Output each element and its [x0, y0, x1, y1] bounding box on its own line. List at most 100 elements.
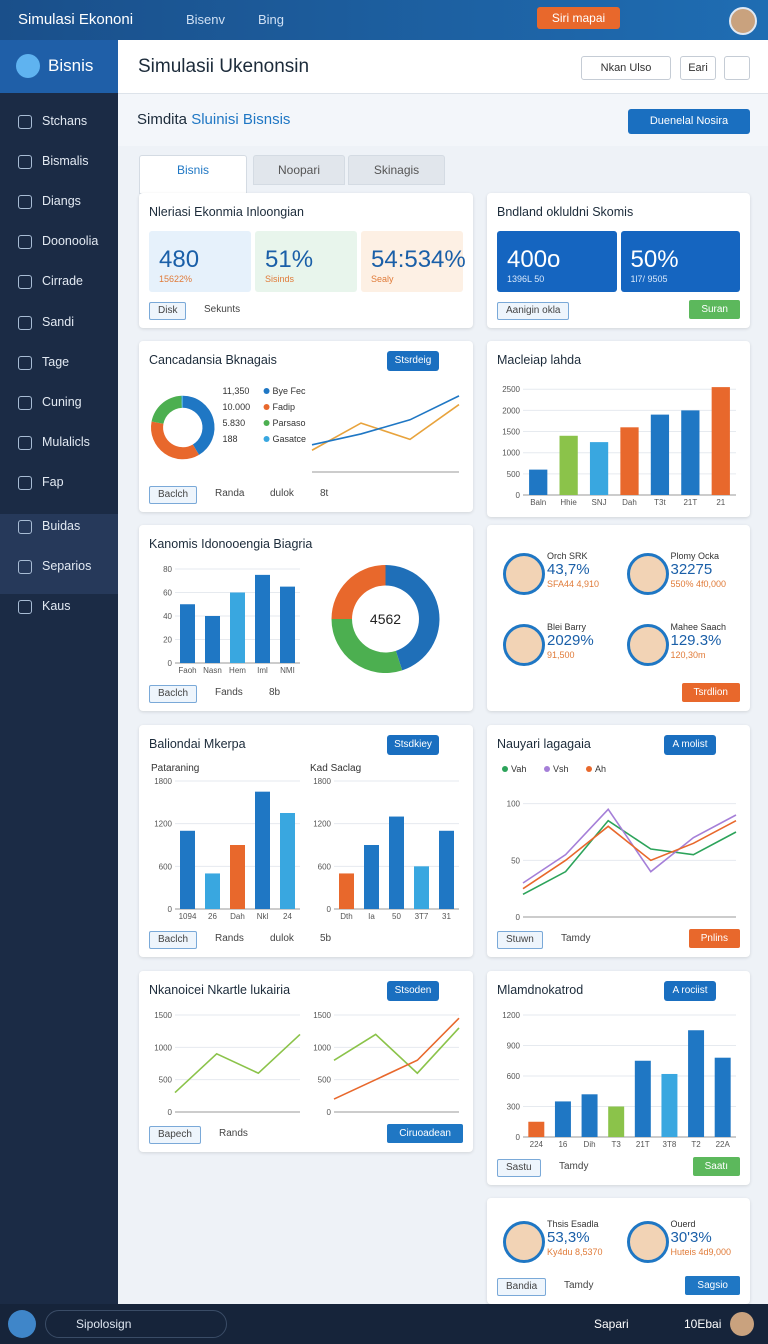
- footer-item[interactable]: Tamdy: [564, 1280, 594, 1291]
- footer-item[interactable]: Stuwn: [497, 931, 543, 949]
- nav-item[interactable]: Mulalicls: [42, 434, 90, 449]
- header-button[interactable]: Eari: [680, 56, 716, 80]
- y-tick-label: 900: [507, 1042, 521, 1051]
- footer-item[interactable]: Bapech: [149, 1126, 201, 1144]
- header-button[interactable]: Nkan Ulso: [581, 56, 671, 80]
- footer-item[interactable]: 8t: [320, 488, 329, 499]
- chart: 0 500 1000 1500: [313, 1011, 460, 1117]
- bottom-item[interactable]: 10Ebai: [684, 1317, 722, 1331]
- nav-item[interactable]: Buidas: [42, 519, 81, 533]
- x-tick-label: 21: [716, 498, 725, 507]
- nav-item[interactable]: Cirrade: [42, 274, 83, 289]
- card-action[interactable]: Stsdkiey: [387, 735, 439, 755]
- card-title: Mlamdnokatrod: [497, 983, 584, 997]
- card-button[interactable]: Saatı: [692, 1157, 740, 1176]
- y-tick-label: 1000: [502, 449, 520, 458]
- footer-item[interactable]: 5b: [320, 933, 332, 944]
- legend-label: Vsh: [553, 764, 569, 774]
- footer-item[interactable]: Baclch: [149, 486, 198, 504]
- nav-item[interactable]: Diangs: [42, 194, 81, 209]
- stat-value: 2029%: [547, 631, 594, 649]
- header-icon[interactable]: [724, 56, 750, 80]
- y-tick-label: 600: [318, 862, 332, 871]
- footer-item[interactable]: Aanigin okla: [497, 302, 570, 320]
- footer-item[interactable]: Tamdy: [559, 1161, 589, 1172]
- footer-item[interactable]: Disk: [149, 302, 187, 320]
- nav-icon: [18, 195, 32, 210]
- chart-title: Pataraning: [151, 763, 199, 774]
- nav-item[interactable]: Separios: [42, 559, 92, 573]
- nav-item[interactable]: Doonoolia: [42, 234, 99, 249]
- nav-item[interactable]: Kaus: [42, 599, 71, 613]
- stat-value: 54:534%: [371, 245, 466, 273]
- card: Bndland okluldni Skomis 400o 1396L 50 50% 1l…: [487, 193, 750, 328]
- footer-item[interactable]: Baclch: [149, 685, 198, 703]
- nav-item[interactable]: Cuning: [42, 394, 82, 409]
- card-button[interactable]: Tsrdlion: [681, 683, 740, 702]
- card-title: Macleiap lahda: [497, 353, 582, 367]
- tab[interactable]: Skinagis: [348, 155, 445, 185]
- bar: [255, 791, 270, 909]
- x-tick-label: Dah: [230, 912, 245, 921]
- footer-item[interactable]: Randa: [215, 488, 245, 499]
- card-button[interactable]: Pnlins: [688, 929, 740, 948]
- nav-item[interactable]: Stchans: [42, 114, 88, 128]
- footer-item[interactable]: Fands: [215, 687, 243, 698]
- avatar[interactable]: [8, 1310, 36, 1338]
- footer-item[interactable]: Sastu: [497, 1159, 541, 1177]
- stat-tile: Mahee Saach 129.3% 120,30m: [620, 608, 740, 675]
- subheader-button[interactable]: Duenelal Nosira: [628, 109, 750, 134]
- y-tick-label: 50: [511, 856, 520, 865]
- nav-item[interactable]: Fap: [42, 474, 64, 489]
- footer-item[interactable]: dulok: [270, 488, 294, 499]
- bar: [439, 830, 454, 909]
- card-action[interactable]: A molist: [664, 735, 716, 755]
- x-tick-label: NMI: [280, 666, 295, 675]
- avatar[interactable]: [730, 1312, 754, 1336]
- top-button[interactable]: Siri mapai: [537, 7, 620, 29]
- bar: [554, 1101, 571, 1137]
- x-tick-label: Ia: [368, 912, 375, 921]
- footer-item[interactable]: Baclch: [149, 931, 198, 949]
- tab[interactable]: Bisnis: [139, 155, 247, 194]
- nav-item[interactable]: Tage: [42, 354, 70, 369]
- footer-item[interactable]: Rands: [215, 933, 244, 944]
- y-tick-label: 100: [507, 800, 521, 809]
- y-tick-label: 0: [516, 491, 521, 500]
- card-button[interactable]: Sagsio: [685, 1276, 740, 1295]
- stat-tile: Orch SRK 43,7% SFA44 4,910: [497, 537, 617, 604]
- footer-item[interactable]: Tamdy: [561, 933, 591, 944]
- card-button[interactable]: Suran: [689, 300, 740, 319]
- nav-link[interactable]: Bing: [258, 12, 285, 27]
- x-tick-label: 50: [392, 912, 401, 921]
- search-box[interactable]: Sipolosign: [45, 1310, 227, 1338]
- nav-link[interactable]: Bisenv: [186, 12, 226, 27]
- footer-item[interactable]: Bandia: [497, 1278, 547, 1296]
- bottom-item[interactable]: Sapari: [594, 1317, 629, 1331]
- tab[interactable]: Noopari: [253, 155, 345, 185]
- chart: Vah Vsh Ah 0 50 100: [502, 764, 737, 922]
- card-action[interactable]: A rociist: [664, 981, 716, 1001]
- line: [522, 819, 737, 890]
- card-action[interactable]: Stsoden: [387, 981, 439, 1001]
- avatar[interactable]: [729, 7, 757, 35]
- nav-item[interactable]: Bismalis: [42, 154, 89, 169]
- legend-dot: [586, 766, 592, 772]
- footer-item[interactable]: dulok: [270, 933, 294, 944]
- y-tick-label: 0: [327, 905, 332, 914]
- card-action[interactable]: Stsrdeig: [387, 351, 439, 371]
- donut-center: 4562: [370, 611, 401, 627]
- footer-item[interactable]: 8b: [269, 687, 281, 698]
- y-tick-label: 0: [516, 1133, 521, 1142]
- stat-name: Thsis Esadla: [547, 1219, 599, 1229]
- footer-item[interactable]: Sekunts: [204, 304, 241, 315]
- y-tick-label: 1200: [154, 820, 172, 829]
- nav-icon: [18, 395, 32, 410]
- nav-item[interactable]: Sandi: [42, 314, 74, 329]
- card-button[interactable]: Ciruoadean: [387, 1124, 463, 1143]
- card-title: Nkanoicei Nkartle lukairia: [149, 983, 291, 997]
- footer-item[interactable]: Rands: [219, 1128, 248, 1139]
- x-tick-label: T3t: [654, 498, 666, 507]
- x-tick-label: Dih: [584, 1140, 596, 1149]
- legend-dot: [263, 436, 270, 442]
